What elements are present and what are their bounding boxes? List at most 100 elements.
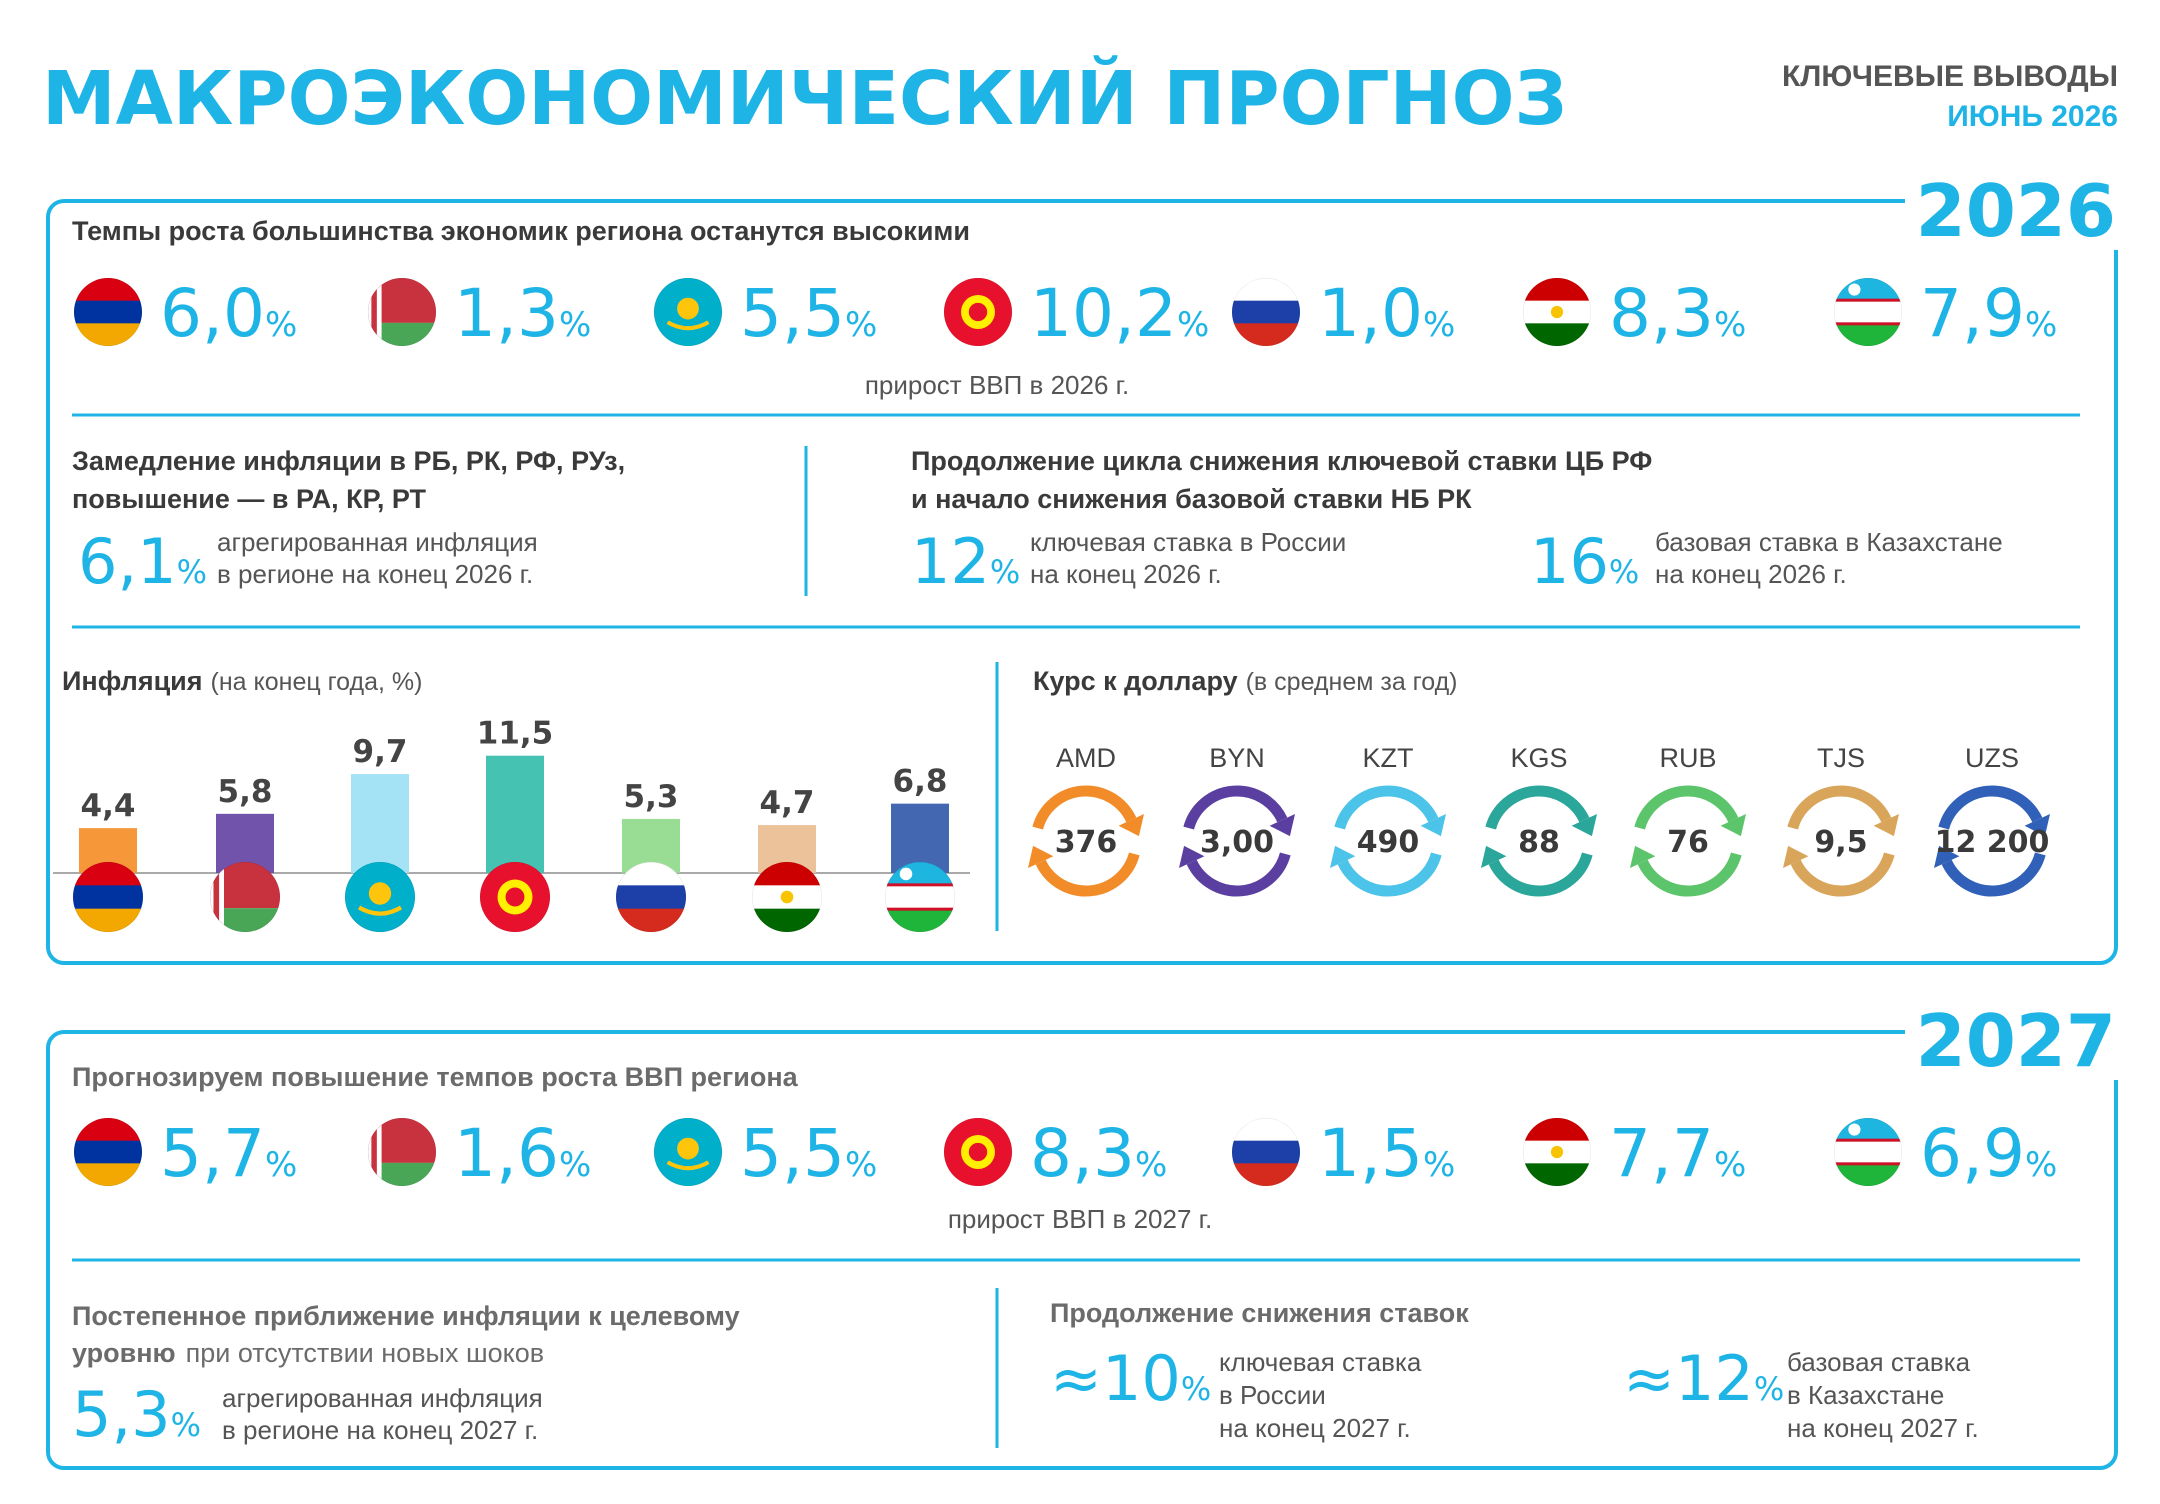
flag bbox=[944, 1118, 1012, 1186]
text: агрегированная инфляция bbox=[222, 1383, 543, 1413]
rate-value: 9,5 bbox=[1814, 825, 1867, 860]
bar-label: 4,7 bbox=[760, 785, 815, 821]
bar-label: 5,8 bbox=[218, 774, 273, 810]
stripe bbox=[1523, 1163, 1591, 1186]
arrow-head bbox=[1269, 813, 1296, 837]
rate-value: 3,00 bbox=[1200, 825, 1274, 860]
text: в регионе на конец 2027 г. bbox=[222, 1415, 538, 1445]
text-part: Замедление инфляции в РБ, РК, РФ, РУз, bbox=[72, 446, 625, 476]
bar-label: 4,4 bbox=[81, 788, 136, 824]
text: Инфляция (на конец года, %) bbox=[62, 666, 422, 696]
arrow-arc bbox=[1183, 785, 1288, 830]
arrow-arc bbox=[1485, 785, 1590, 830]
text-part: на конец 2026 г. bbox=[1655, 559, 1847, 589]
text: Курс к доллару (в среднем за год) bbox=[1033, 666, 1458, 696]
moon bbox=[1848, 283, 1861, 296]
wings bbox=[357, 905, 403, 916]
arrow-head bbox=[1933, 845, 1960, 869]
text-part: % bbox=[845, 305, 877, 345]
text-part: Курс к доллару bbox=[1033, 666, 1238, 696]
text-part: базовая ставка bbox=[1787, 1347, 1971, 1377]
text-part: % bbox=[1714, 305, 1746, 345]
arrow-arc bbox=[1790, 852, 1895, 897]
stripe bbox=[616, 908, 686, 932]
arrow-head bbox=[1720, 813, 1747, 837]
text-part: базовая ставка в Казахстане bbox=[1655, 527, 2003, 557]
text-part: Инфляция bbox=[62, 666, 203, 696]
text: на конец 2026 г. bbox=[1655, 559, 1847, 589]
currency-code: RUB bbox=[1659, 743, 1716, 773]
text-part: Прогнозируем повышение темпов роста ВВП … bbox=[72, 1062, 799, 1092]
stripe bbox=[74, 300, 142, 324]
stripe bbox=[368, 1162, 436, 1186]
flag bbox=[210, 862, 280, 932]
text-part: % bbox=[845, 1145, 877, 1185]
text: на конец 2027 г. bbox=[1787, 1413, 1979, 1443]
stripe bbox=[74, 1118, 142, 1142]
flag bbox=[1523, 1118, 1591, 1186]
text: уровню при отсутствии новых шоков bbox=[72, 1338, 544, 1368]
text-part: 6,0 bbox=[160, 275, 265, 352]
text-part: 12 bbox=[911, 525, 990, 598]
arrow-head bbox=[1629, 845, 1656, 869]
arrow-arc bbox=[1334, 785, 1439, 830]
rate-value: 76 bbox=[1667, 825, 1709, 860]
arrow-head bbox=[1782, 845, 1809, 869]
text-part: (в среднем за год) bbox=[1246, 668, 1458, 696]
line bbox=[1834, 322, 1902, 326]
stripe bbox=[371, 1118, 377, 1186]
bar-label: 6,8 bbox=[893, 764, 948, 800]
text-part: 8,3 bbox=[1030, 1115, 1135, 1192]
arrow-head bbox=[1118, 813, 1145, 837]
text-part: Темпы роста большинства экономик региона… bbox=[72, 216, 970, 246]
flag bbox=[616, 862, 686, 932]
text-part: 1,3 bbox=[454, 275, 559, 352]
text-part: 5,7 bbox=[160, 1115, 265, 1192]
arrow-head bbox=[1329, 845, 1356, 869]
year: 2027 bbox=[1916, 999, 2116, 1083]
text-part: % bbox=[1177, 305, 1209, 345]
flag bbox=[654, 278, 722, 346]
text-part: % bbox=[2025, 305, 2057, 345]
text-part: на конец 2027 г. bbox=[1219, 1413, 1411, 1443]
text: и начало снижения базовой ставки НБ РК bbox=[911, 484, 1472, 514]
arrow-arc bbox=[1035, 852, 1140, 897]
arrow-head bbox=[1480, 845, 1507, 869]
line bbox=[885, 883, 955, 887]
stripe bbox=[1834, 1118, 1902, 1142]
section-box bbox=[46, 1030, 2118, 1470]
text: 8,3% bbox=[1609, 275, 1746, 352]
text: в России bbox=[1219, 1380, 1326, 1410]
dividers bbox=[72, 413, 2080, 1448]
text: Замедление инфляции в РБ, РК, РФ, РУз, bbox=[72, 446, 625, 476]
date: ИЮНЬ 2026 bbox=[1947, 100, 2118, 133]
stripe bbox=[213, 862, 220, 932]
stripe bbox=[1232, 300, 1300, 324]
text: 5,3% bbox=[72, 1378, 201, 1451]
rate-value: 88 bbox=[1518, 825, 1560, 860]
text: 7,7% bbox=[1609, 1115, 1746, 1192]
flag bbox=[944, 278, 1012, 346]
text-part: 5,3 bbox=[72, 1378, 171, 1451]
text: 5,5% bbox=[740, 1115, 877, 1192]
text: ≈12% bbox=[1623, 1342, 1784, 1415]
text-part: % bbox=[177, 553, 207, 591]
text-part: 7,9 bbox=[1920, 275, 2025, 352]
text-part: повышение — в РА, КР, РТ bbox=[72, 484, 427, 514]
stripe bbox=[74, 1140, 142, 1164]
arrow-arc bbox=[1634, 785, 1739, 830]
flag bbox=[1834, 1118, 1902, 1186]
sun bbox=[503, 885, 527, 909]
arrow-head bbox=[1571, 813, 1598, 837]
text: 5,5% bbox=[740, 275, 877, 352]
label-bg bbox=[1905, 1000, 2130, 1080]
stripe bbox=[1834, 1163, 1902, 1186]
text-part: % bbox=[1754, 1370, 1784, 1408]
wings bbox=[666, 320, 710, 331]
text-part: Постепенное приближение инфляции к целев… bbox=[72, 1301, 740, 1331]
arrow-arc bbox=[1787, 785, 1892, 830]
text-part: Продолжение цикла снижения ключевой став… bbox=[911, 446, 1652, 476]
text-part: % bbox=[2025, 1145, 2057, 1185]
flag bbox=[885, 862, 955, 932]
arrow-arc bbox=[1938, 785, 2043, 830]
